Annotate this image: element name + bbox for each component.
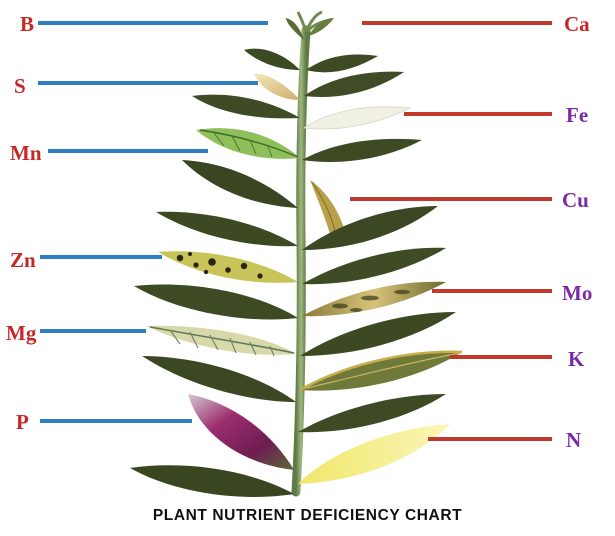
leaf-fe-deficiency [302,106,412,130]
label-k: K [568,347,585,371]
label-mo: Mo [562,281,593,305]
leaf-p-deficiency [188,394,294,470]
leaf-healthy [302,247,446,285]
stem [291,25,311,497]
leaf-healthy [298,394,446,433]
leaf-s-deficiency [254,73,300,100]
leaf-n-deficiency [298,424,450,484]
leaf-healthy [182,160,298,208]
bud-leaf-right [308,18,334,36]
leaf-healthy [300,312,456,356]
chart-title: PLANT NUTRIENT DEFICIENCY CHART [152,507,463,524]
leaf-healthy [244,48,300,70]
leaf-healthy [156,211,298,247]
label-s: S [14,74,26,98]
leaf-healthy [134,284,298,320]
label-ca: Ca [564,12,590,36]
label-p: P [16,410,29,434]
label-fe: Fe [566,103,589,127]
leaf-healthy [142,356,296,402]
label-mg: Mg [6,321,37,345]
leaf-cu-deficiency [310,180,344,242]
label-zn: Zn [10,248,36,272]
label-n: N [566,428,582,452]
leaf-healthy [302,206,438,250]
leaf-healthy [130,465,294,497]
label-b: B [20,12,35,36]
leaf-healthy [306,54,378,73]
leaf-healthy [304,71,404,97]
label-cu: Cu [562,188,589,212]
leaf-healthy [192,94,300,119]
leaf-healthy [302,138,422,162]
label-mn: Mn [10,141,42,165]
leaf-zn-deficiency [158,251,298,283]
leaf-mn-deficiency [196,128,300,159]
bud-leaf-left [286,18,304,40]
